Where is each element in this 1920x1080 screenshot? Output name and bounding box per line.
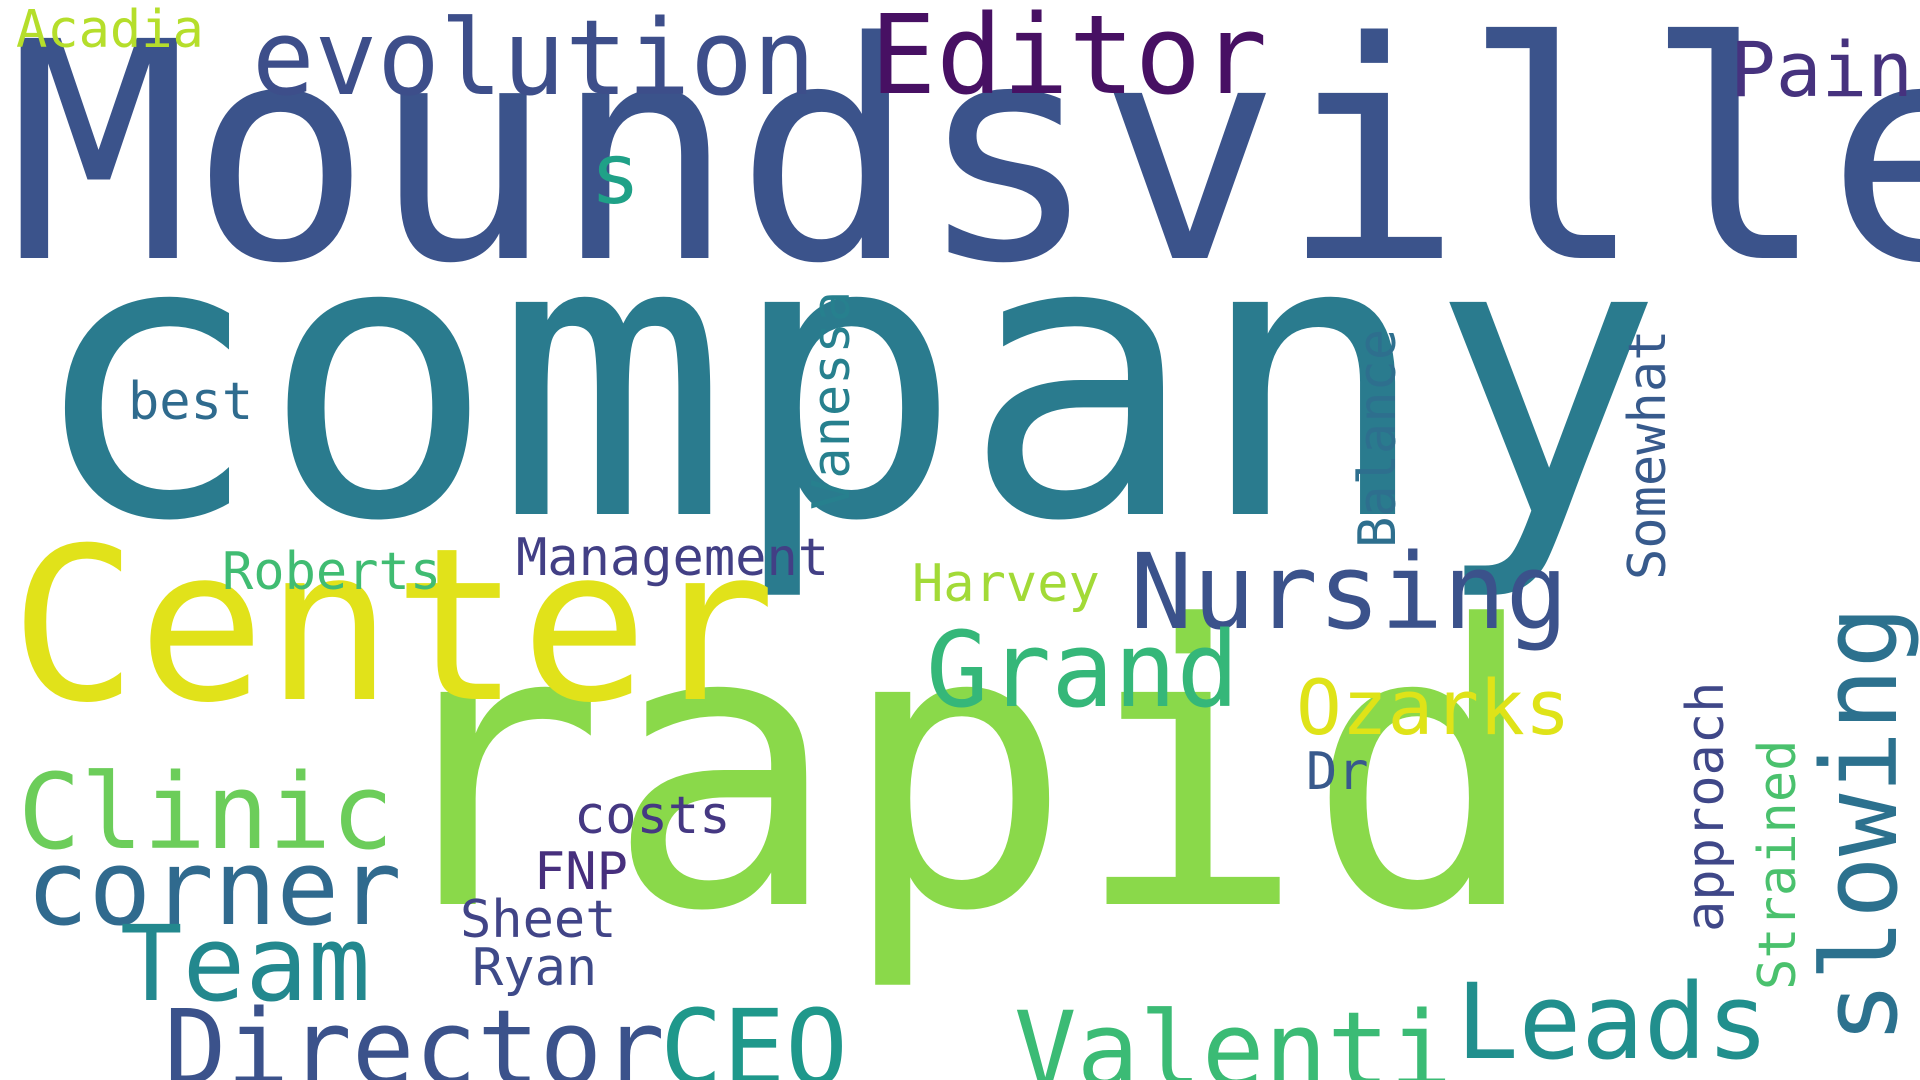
- word-approach: approach: [1676, 681, 1736, 932]
- word-ceo: CEO: [660, 987, 848, 1080]
- word-center: Center: [10, 502, 776, 749]
- word-team: Team: [120, 903, 371, 1025]
- word-balance: Balance: [1348, 328, 1408, 548]
- word-rapid: rapid: [372, 544, 1540, 996]
- word-management: Management: [516, 528, 830, 588]
- word-ryan: Ryan: [472, 938, 598, 998]
- word-moundsville: Moundsville: [8, 0, 1920, 330]
- word-vanessa: Vanessa: [802, 290, 862, 510]
- word-s: s: [590, 125, 641, 223]
- word-pain: Pain: [1730, 25, 1914, 114]
- word-somewhat: Somewhat: [1618, 329, 1678, 580]
- word-dr: Dr: [1306, 742, 1369, 802]
- word-sheet: Sheet: [460, 890, 617, 950]
- word-director: Director: [164, 987, 665, 1080]
- word-corner: corner: [26, 827, 402, 949]
- word-harvey: Harvey: [912, 554, 1100, 614]
- word-grand: Grand: [926, 609, 1240, 731]
- word-roberts: Roberts: [222, 542, 442, 602]
- word-leads: Leads: [1456, 961, 1770, 1080]
- word-valenti: Valenti: [1014, 989, 1453, 1080]
- word-editor: Editor: [870, 0, 1268, 119]
- word-best: best: [128, 372, 254, 432]
- word-strained: Strained: [1748, 739, 1808, 990]
- word-clinic: Clinic: [18, 751, 394, 873]
- word-company: company: [28, 154, 1664, 606]
- word-slowing: slowing: [1799, 605, 1920, 1044]
- word-nursing: Nursing: [1130, 531, 1569, 653]
- word-fnp: FNP: [534, 842, 628, 902]
- word-costs: costs: [574, 786, 731, 846]
- word-ozarks: Ozarks: [1296, 663, 1571, 752]
- word-acadia: Acadia: [16, 0, 204, 60]
- word-evolution: evolution: [252, 0, 816, 119]
